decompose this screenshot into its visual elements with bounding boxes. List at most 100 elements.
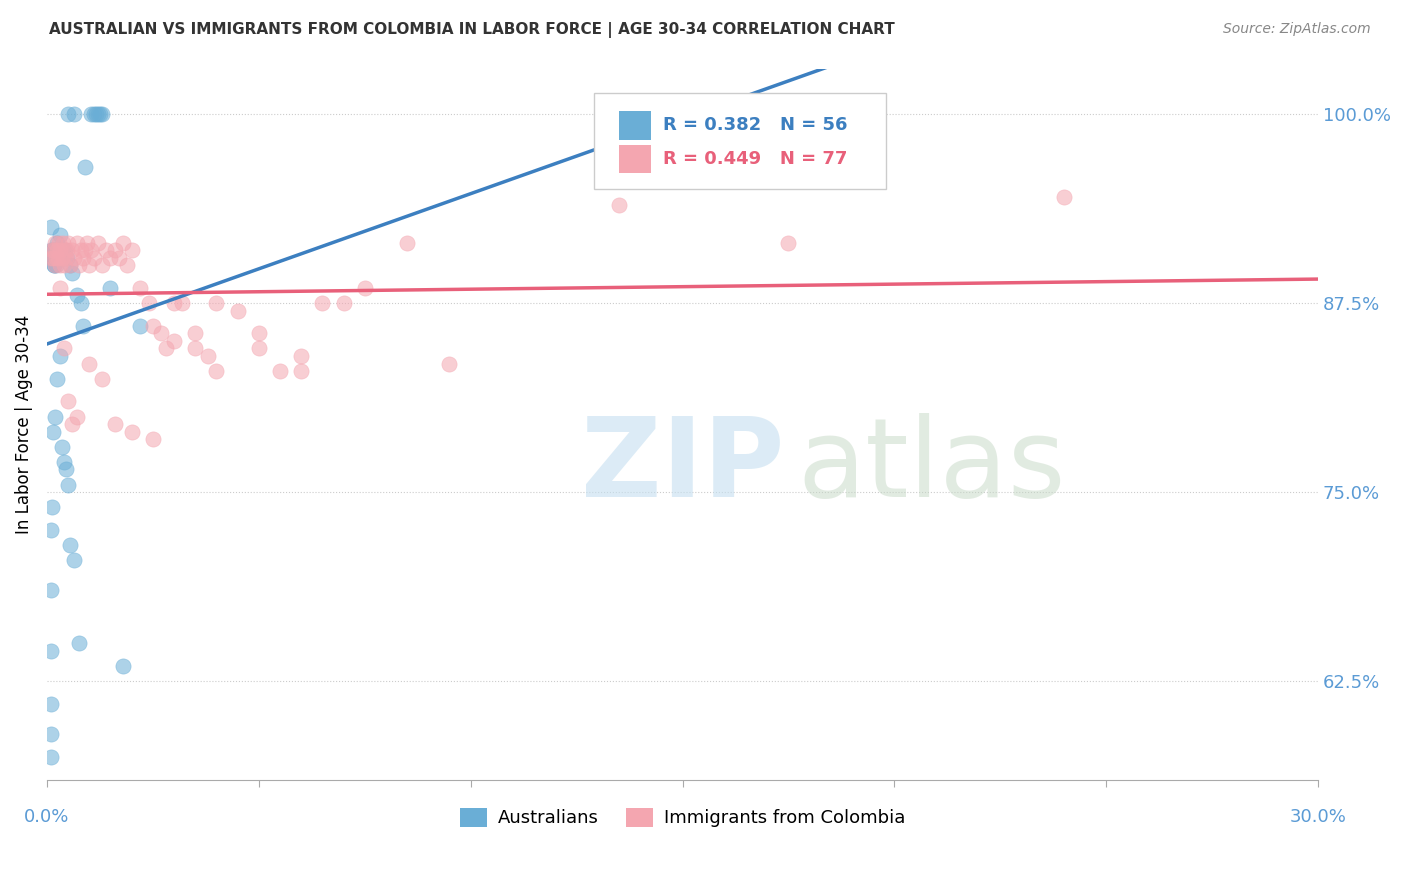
Point: [59, 538, 82, 552]
Point: [84, 107, 107, 121]
Point: [56, 235, 79, 250]
Point: [332, 296, 354, 310]
Point: [48, 251, 70, 265]
Point: [72, 251, 94, 265]
Point: [42, 243, 65, 257]
Legend: Australians, Immigrants from Colombia: Australians, Immigrants from Colombia: [453, 801, 912, 835]
FancyBboxPatch shape: [593, 94, 886, 189]
Point: [45, 258, 67, 272]
Point: [396, 235, 419, 250]
Point: [205, 364, 228, 378]
Point: [184, 342, 207, 356]
Point: [67, 258, 90, 272]
Point: [59, 258, 82, 272]
Point: [83, 251, 105, 265]
Point: [65, 235, 87, 250]
Point: [73, 160, 96, 174]
Point: [112, 235, 135, 250]
Point: [44, 243, 66, 257]
Point: [163, 296, 186, 310]
Point: [53, 243, 76, 257]
Point: [439, 357, 461, 371]
Point: [48, 251, 70, 265]
Point: [83, 107, 105, 121]
Point: [77, 258, 100, 272]
Text: ZIP: ZIP: [581, 413, 785, 520]
Bar: [619, 145, 651, 173]
Point: [55, 251, 77, 265]
Point: [46, 251, 69, 265]
Point: [77, 357, 100, 371]
Point: [51, 251, 73, 265]
Point: [76, 235, 98, 250]
Point: [205, 296, 228, 310]
Point: [44, 251, 66, 265]
Point: [117, 258, 139, 272]
Point: [39, 251, 62, 265]
Point: [48, 349, 70, 363]
Point: [63, 107, 86, 121]
Point: [46, 372, 69, 386]
Point: [60, 417, 83, 431]
Text: R = 0.382   N = 56: R = 0.382 N = 56: [664, 117, 848, 135]
Point: [56, 243, 79, 257]
Point: [56, 251, 79, 265]
Point: [290, 349, 312, 363]
Point: [42, 243, 65, 257]
Point: [42, 258, 65, 272]
Point: [44, 235, 66, 250]
Point: [607, 197, 630, 211]
Text: 30.0%: 30.0%: [1289, 808, 1347, 826]
Point: [820, 107, 842, 121]
Point: [48, 281, 70, 295]
Point: [311, 296, 333, 310]
Point: [69, 243, 91, 257]
Point: [39, 750, 62, 764]
Point: [39, 523, 62, 537]
Point: [52, 342, 75, 356]
Point: [247, 342, 270, 356]
Point: [80, 243, 103, 257]
Point: [53, 243, 76, 257]
Point: [112, 659, 135, 673]
Point: [129, 281, 152, 295]
Point: [51, 440, 73, 454]
Point: [42, 251, 65, 265]
Y-axis label: In Labor Force | Age 30-34: In Labor Force | Age 30-34: [15, 315, 32, 533]
Point: [60, 266, 83, 280]
Point: [49, 227, 72, 242]
Point: [104, 417, 127, 431]
Point: [41, 251, 63, 265]
Point: [150, 326, 173, 341]
Point: [42, 425, 65, 439]
Point: [48, 258, 70, 272]
Point: [184, 326, 207, 341]
Point: [65, 288, 87, 302]
Text: AUSTRALIAN VS IMMIGRANTS FROM COLOMBIA IN LABOR FORCE | AGE 30-34 CORRELATION CH: AUSTRALIAN VS IMMIGRANTS FROM COLOMBIA I…: [49, 22, 896, 38]
Point: [55, 462, 77, 476]
Point: [39, 727, 62, 741]
Point: [290, 364, 312, 378]
Point: [56, 107, 79, 121]
Point: [60, 243, 83, 257]
Point: [63, 251, 86, 265]
Point: [121, 243, 143, 257]
Point: [100, 281, 122, 295]
Point: [87, 107, 110, 121]
Point: [39, 583, 62, 598]
Point: [67, 636, 90, 650]
Point: [48, 235, 70, 250]
Point: [42, 251, 65, 265]
Point: [44, 409, 66, 424]
Bar: [619, 112, 651, 140]
Point: [44, 258, 66, 272]
Point: [39, 697, 62, 711]
Point: [91, 372, 114, 386]
Point: [46, 235, 69, 250]
Point: [100, 251, 122, 265]
Point: [52, 258, 75, 272]
Point: [1053, 190, 1076, 204]
Text: atlas: atlas: [797, 413, 1066, 520]
Point: [73, 243, 96, 257]
Point: [129, 318, 152, 333]
